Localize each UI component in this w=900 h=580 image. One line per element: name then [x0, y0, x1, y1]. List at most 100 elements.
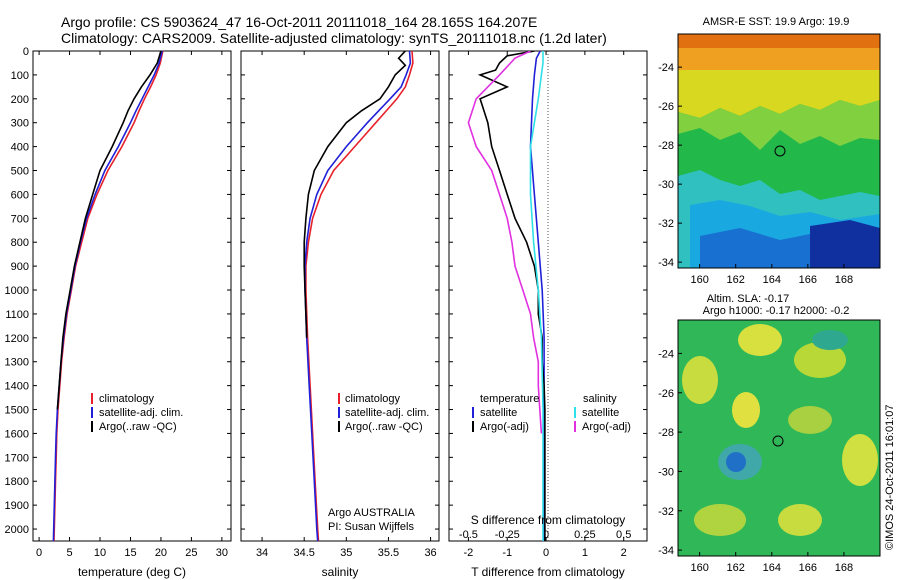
- map-y-tick-label: -32: [658, 506, 674, 518]
- sla-map-ticks: 160 162 164 166 168 -24 -26 -28 -30 -32 -34: [658, 348, 853, 574]
- depth-tick-label: 700: [11, 213, 29, 225]
- depth-tick-label: 600: [11, 189, 29, 201]
- x-tick-label: -2: [464, 547, 474, 559]
- tdiff-axis-label: T difference from climatology: [471, 565, 625, 579]
- map-y-tick-label: -26: [658, 101, 674, 113]
- temperature-axis-label: temperature (deg C): [78, 565, 186, 579]
- map-x-tick-label: 162: [727, 274, 745, 286]
- depth-tick-label: 1800: [5, 476, 29, 488]
- depth-tick-label: 1000: [5, 285, 29, 297]
- depth-tick-label: 200: [11, 94, 29, 106]
- series-line: [467, 51, 543, 434]
- depth-tick-label: 1900: [5, 500, 29, 512]
- temperature-legend: climatology satellite-adj. clim. Argo(..…: [91, 393, 183, 433]
- depth-tick-label: 1400: [5, 381, 29, 393]
- difference-panel-frame: [448, 50, 648, 542]
- argo-position-marker: [774, 145, 786, 157]
- depth-tick-label: 1600: [5, 428, 29, 440]
- map-y-tick-label: -28: [658, 427, 674, 439]
- sdiff-tick-label: 0: [543, 529, 549, 541]
- x-tick-label: 35.5: [378, 547, 399, 559]
- x-tick-label: 20: [155, 547, 167, 559]
- salinity-axis-label: salinity: [322, 565, 359, 579]
- sdiff-x-ticks: -0.5 -0.25 0 0.25 0.5: [459, 529, 631, 541]
- sdiff-tick-label: -0.25: [495, 529, 520, 541]
- sst-map-ticks: 160 162 164 166 168 -24 -26 -28 -30 -32 -34: [658, 62, 853, 286]
- figure-title-line2: Climatology: CARS2009. Satellite-adjuste…: [61, 30, 607, 46]
- map-y-tick-label: -28: [658, 140, 674, 152]
- map-x-tick-label: 160: [690, 562, 708, 574]
- depth-tick-label: 1500: [5, 405, 29, 417]
- series-line: [529, 51, 544, 541]
- legend-label-argo: Argo(..raw -QC): [345, 421, 423, 433]
- float-pi-label: PI: Susan Wijffels: [328, 521, 414, 533]
- difference-legend: temperature salinity satellite Argo(-adj…: [472, 393, 631, 433]
- x-tick-label: 2: [621, 547, 627, 559]
- sla-map-subtitle: Argo h1000: -0.17 h2000: -0.2: [703, 305, 850, 317]
- float-program-label: Argo AUSTRALIA: [328, 507, 415, 519]
- x-tick-label: 5: [66, 547, 72, 559]
- legend-label-climatology: climatology: [345, 393, 401, 405]
- map-x-tick-label: 160: [690, 274, 708, 286]
- salinity-panel-frame: [240, 50, 440, 542]
- salinity-profiles: [303, 51, 414, 541]
- x-tick-label: 30: [216, 547, 228, 559]
- x-tick-label: 25: [185, 547, 197, 559]
- depth-tick-label: 900: [11, 261, 29, 273]
- map-y-tick-label: -26: [658, 388, 674, 400]
- series-line: [305, 51, 414, 541]
- salinity-legend: climatology satellite-adj. clim. Argo(..…: [338, 393, 429, 433]
- difference-profiles: [467, 51, 546, 541]
- depth-tick-label: 100: [11, 70, 29, 82]
- imos-stamp: ©IMOS 24-Oct-2011 16:01:07: [884, 405, 896, 550]
- argo-position-marker: [772, 435, 784, 447]
- sst-map-title: AMSR-E SST: 19.9 Argo: 19.9: [703, 16, 850, 28]
- map-x-tick-label: 168: [835, 562, 853, 574]
- x-tick-label: 35: [340, 547, 352, 559]
- x-tick-label: 0: [543, 547, 549, 559]
- depth-tick-label: 500: [11, 166, 29, 178]
- legend-header-temperature: temperature: [480, 393, 539, 405]
- sdiff-axis-label: S difference from climatology: [471, 513, 626, 527]
- sst-heatmap: [678, 34, 880, 268]
- legend-label-s-argo: Argo(-adj): [582, 421, 631, 433]
- sst-map-frame: [677, 33, 881, 269]
- legend-label-s-satellite: satellite: [582, 407, 619, 419]
- legend-label-t-satellite: satellite: [480, 407, 517, 419]
- depth-tick-label: 1300: [5, 357, 29, 369]
- legend-label-satellite: satellite-adj. clim.: [99, 407, 183, 419]
- temperature-panel-frame: [32, 50, 232, 542]
- series-line: [56, 51, 162, 410]
- legend-label-argo: Argo(..raw -QC): [99, 421, 177, 433]
- depth-tick-labels: 0 100 200 300 400 500 600 700 800 900 1000 1100 1200…: [5, 46, 647, 536]
- x-tick-label: 36: [424, 547, 436, 559]
- depth-tick-label: 300: [11, 118, 29, 130]
- x-tick-label: 10: [94, 547, 106, 559]
- figure-title-line1: Argo profile: CS 5903624_47 16-Oct-2011 …: [61, 14, 537, 30]
- map-y-tick-label: -24: [658, 348, 674, 360]
- series-line: [303, 51, 407, 338]
- tdiff-x-ticks: -2 -1 0 1 2: [464, 51, 627, 559]
- depth-tick-label: 2000: [5, 524, 29, 536]
- legend-label-climatology: climatology: [99, 393, 155, 405]
- map-y-tick-label: -32: [658, 218, 674, 230]
- sla-map-frame: [677, 319, 881, 557]
- depth-tick-label: 1200: [5, 333, 29, 345]
- legend-label-satellite: satellite-adj. clim.: [345, 407, 429, 419]
- legend-header-salinity: salinity: [583, 393, 617, 405]
- sdiff-tick-label: 0.5: [616, 529, 631, 541]
- temperature-x-ticks: 0 5 10 15 20 25 30: [36, 51, 228, 559]
- sdiff-tick-label: 0.25: [574, 529, 595, 541]
- map-y-tick-label: -34: [658, 257, 674, 269]
- map-x-tick-label: 168: [835, 274, 853, 286]
- legend-label-t-argo: Argo(-adj): [480, 421, 529, 433]
- map-x-tick-label: 166: [799, 562, 817, 574]
- sla-heatmap: [678, 320, 880, 556]
- series-line: [304, 51, 412, 541]
- x-tick-label: -1: [502, 547, 512, 559]
- sdiff-tick-label: -0.5: [459, 529, 478, 541]
- x-tick-label: 0: [36, 547, 42, 559]
- depth-tick-label: 400: [11, 142, 29, 154]
- map-x-tick-label: 164: [763, 562, 781, 574]
